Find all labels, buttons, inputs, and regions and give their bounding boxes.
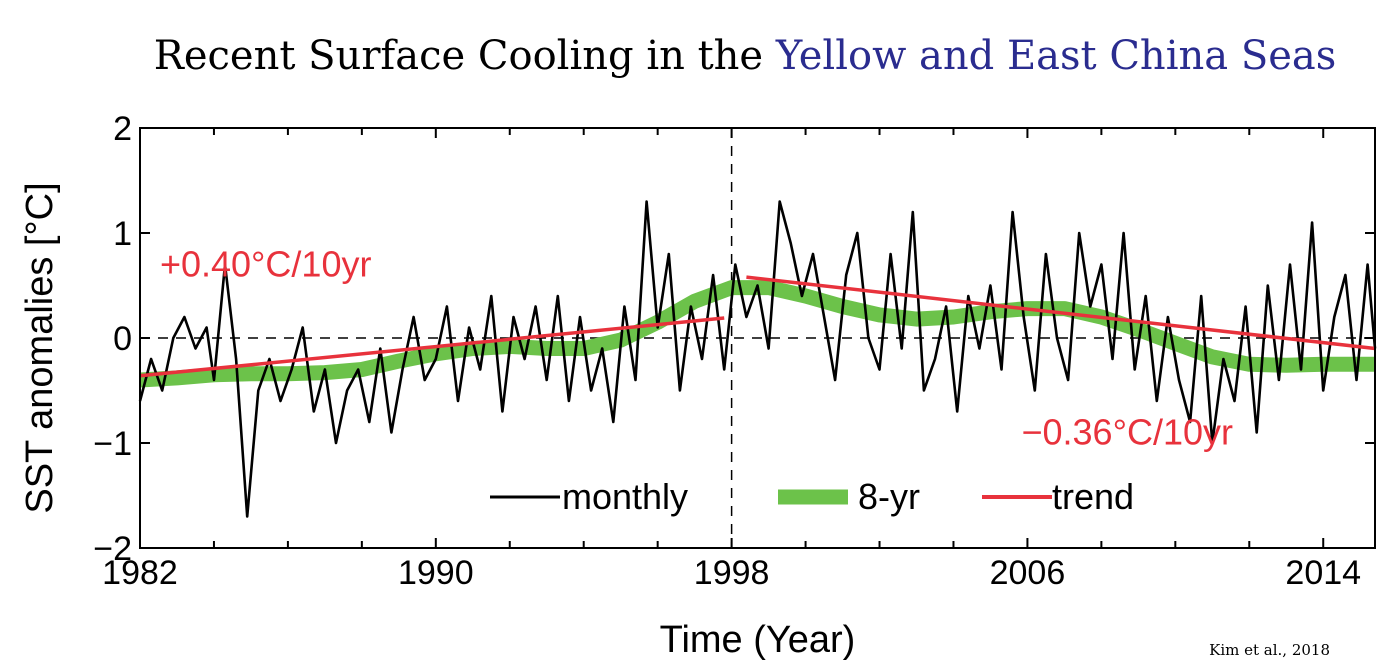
chart-title-highlight: Yellow and East China Seas bbox=[775, 33, 1337, 79]
series-trend-segment-2 bbox=[746, 275, 1376, 351]
x-tick-label: 1982 bbox=[102, 554, 178, 592]
chart-title: Recent Surface Cooling in the Yellow and… bbox=[0, 30, 1385, 82]
y-tick-label: 2 bbox=[113, 110, 132, 148]
x-tick-label: 2014 bbox=[1285, 554, 1361, 592]
x-tick-label: 1990 bbox=[398, 554, 474, 592]
series-8yr-line bbox=[139, 280, 1375, 388]
x-tick-label: 1998 bbox=[694, 554, 770, 592]
y-tick-label: −2 bbox=[93, 530, 132, 568]
series-monthly-line bbox=[138, 200, 1377, 518]
y-tick-label: −1 bbox=[93, 425, 132, 463]
y-tick-label: 1 bbox=[113, 215, 132, 253]
legend-label-monthly: monthly bbox=[562, 476, 688, 517]
chart-title-part1: Recent Surface Cooling in the bbox=[153, 33, 776, 79]
trend-annotation-2: −0.36°C/10yr bbox=[1021, 412, 1233, 453]
x-axis-label: Time (Year) bbox=[660, 619, 856, 661]
citation: Kim et al., 2018 bbox=[1209, 641, 1330, 659]
series-trend-segment-1 bbox=[139, 316, 725, 378]
y-tick-label: 0 bbox=[113, 320, 132, 358]
x-tick-label: 2006 bbox=[990, 554, 1066, 592]
trend-annotation-1: +0.40°C/10yr bbox=[160, 244, 372, 285]
legend-label-8-yr: 8-yr bbox=[858, 476, 920, 517]
y-axis-label: SST anomalies [°C] bbox=[19, 182, 61, 513]
legend-label-trend: trend bbox=[1052, 476, 1134, 517]
